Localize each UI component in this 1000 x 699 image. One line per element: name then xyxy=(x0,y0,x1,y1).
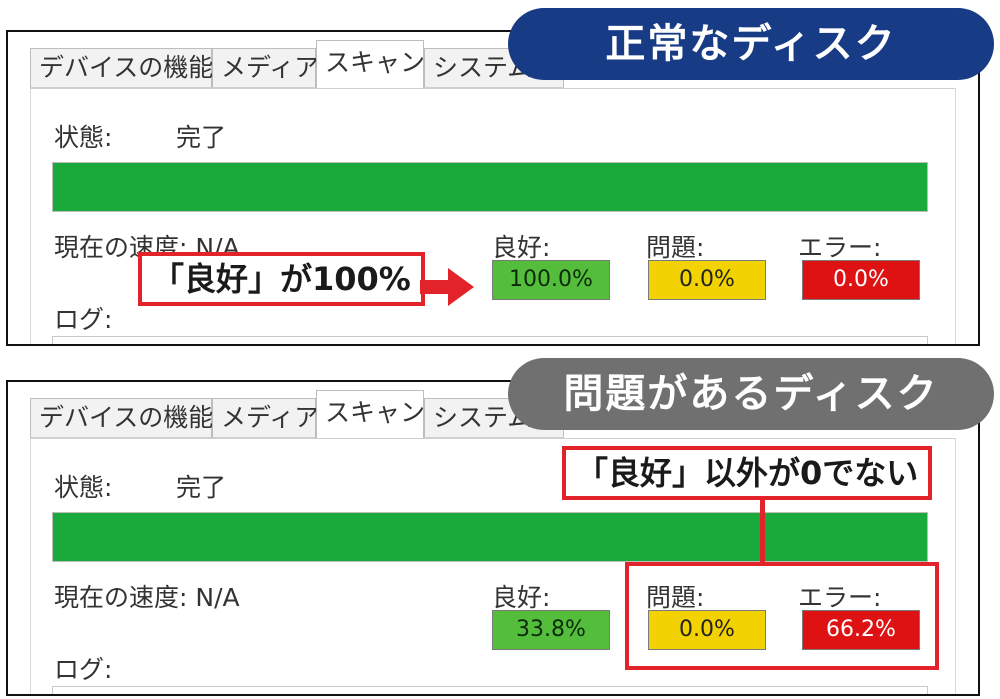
good-percent: 100.0% xyxy=(492,260,610,300)
problem-percent: 0.0% xyxy=(648,260,766,300)
tab-content-frame xyxy=(30,88,956,344)
error-percent: 66.2% xyxy=(802,610,920,650)
tab-media[interactable]: メディア xyxy=(212,48,319,88)
current-speed: 現在の速度: N/A xyxy=(54,583,240,612)
tab-scan[interactable]: スキャン xyxy=(316,390,425,439)
tab-scan[interactable]: スキャン xyxy=(316,40,425,89)
status-value: 完了 xyxy=(176,473,227,502)
status-label: 状態: xyxy=(54,473,113,502)
tab-content-frame xyxy=(30,438,956,694)
scan-progress-fill xyxy=(53,513,927,561)
scan-progress-bar xyxy=(52,162,928,212)
error-label: エラー: xyxy=(798,583,882,612)
healthy-disk-banner: 正常なディスク xyxy=(508,8,994,80)
problem-error-highlight xyxy=(625,562,939,670)
log-label: ログ: xyxy=(54,305,113,334)
non-good-callout: 「良好」以外が0でない xyxy=(562,446,933,500)
scan-progress-bar xyxy=(52,512,928,562)
log-area[interactable] xyxy=(52,336,928,344)
tab-device-features[interactable]: デバイスの機能 xyxy=(30,398,213,438)
good-100-callout: 「良好」が100% xyxy=(138,252,425,306)
scan-panel-problem: デバイスの機能 メディア スキャン システム 状態: 完了 現在の速度: N/A… xyxy=(6,380,980,696)
status-label: 状態: xyxy=(54,123,113,152)
tab-device-features[interactable]: デバイスの機能 xyxy=(30,48,213,88)
problem-disk-banner: 問題があるディスク xyxy=(508,358,994,430)
scan-progress-fill xyxy=(53,163,927,211)
tab-media[interactable]: メディア xyxy=(212,398,319,438)
problem-label: 問題: xyxy=(646,233,705,262)
error-label: エラー: xyxy=(798,233,882,262)
status-value: 完了 xyxy=(176,123,227,152)
good-label: 良好: xyxy=(492,233,551,262)
problem-label: 問題: xyxy=(646,583,705,612)
log-label: ログ: xyxy=(54,655,113,684)
good-label: 良好: xyxy=(492,583,551,612)
callout-arrow-shaft xyxy=(420,280,450,294)
error-percent: 0.0% xyxy=(802,260,920,300)
callout-arrow-icon xyxy=(448,268,474,306)
good-percent: 33.8% xyxy=(492,610,610,650)
callout-connector-line xyxy=(760,500,765,562)
log-area[interactable] xyxy=(52,686,928,694)
problem-percent: 0.0% xyxy=(648,610,766,650)
